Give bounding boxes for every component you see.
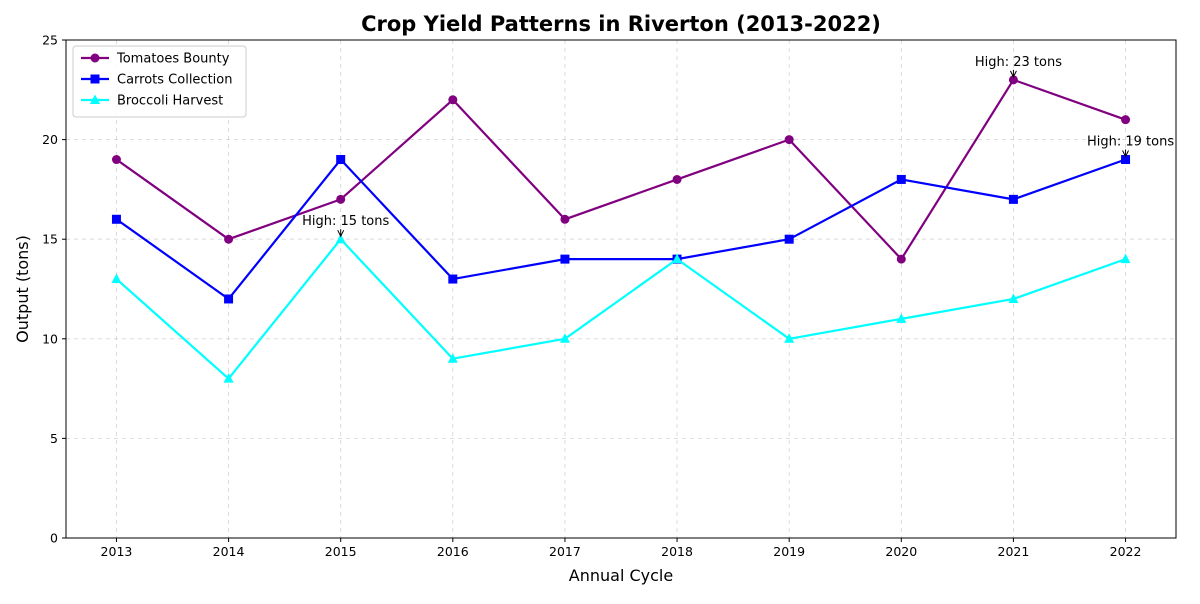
legend-label: Tomatoes Bounty: [116, 52, 230, 67]
x-tick-label: 2016: [437, 544, 469, 559]
data-point-broccoli-harvest: [447, 353, 458, 363]
data-point-broccoli-harvest: [1008, 293, 1019, 303]
y-axis-label: Output (tons): [13, 235, 32, 343]
data-point-broccoli-harvest: [111, 273, 122, 284]
series-line-carrots-collection: [115, 158, 1126, 301]
data-point-tomatoes-bounty: [224, 234, 234, 244]
data-point-tomatoes-bounty: [1008, 75, 1018, 85]
data-point-carrots-collection: [224, 294, 234, 304]
x-tick-label: 2013: [101, 544, 133, 559]
y-tick-label: 0: [50, 531, 58, 546]
x-tick-label: 2017: [549, 544, 581, 559]
data-point-broccoli-harvest: [896, 313, 907, 323]
data-point-carrots-collection: [111, 214, 121, 224]
chart-title: Crop Yield Patterns in Riverton (2013-20…: [361, 12, 881, 36]
x-tick-label: 2022: [1110, 544, 1142, 559]
series-broccoli-harvest: [111, 233, 1131, 383]
legend-marker: [90, 94, 100, 104]
data-point-broccoli-harvest: [672, 253, 683, 264]
annotation: High: 19 tons: [1087, 135, 1174, 158]
series-tomatoes-bounty: [111, 75, 1131, 264]
annotations: High: 23 tons High: 19 tons High: 15 tons: [302, 55, 1174, 238]
data-point-tomatoes-bounty: [111, 155, 121, 165]
data-point-broccoli-harvest: [335, 233, 346, 244]
annotation-label: High: 19 tons: [1087, 135, 1174, 150]
y-tick-label: 10: [42, 331, 58, 346]
data-point-carrots-collection: [448, 274, 458, 284]
series-line-broccoli-harvest: [115, 238, 1126, 380]
data-point-carrots-collection: [1008, 194, 1018, 204]
legend-label: Carrots Collection: [117, 73, 232, 88]
x-tick-label: 2021: [998, 544, 1030, 559]
data-point-broccoli-harvest: [784, 333, 795, 343]
legend-box: [72, 45, 247, 118]
plot-frame: [65, 39, 1177, 539]
y-tick-label: 20: [42, 132, 58, 147]
data-point-carrots-collection: [560, 254, 570, 264]
data-point-tomatoes-bounty: [896, 254, 906, 264]
y-tick-label: 15: [42, 232, 58, 247]
x-tick-label: 2019: [773, 544, 805, 559]
legend-item-carrots-collection[interactable]: Carrots Collection: [81, 73, 232, 88]
x-tick-label: 2020: [885, 544, 917, 559]
series-carrots-collection: [111, 155, 1131, 304]
data-point-carrots-collection: [896, 174, 906, 184]
legend-marker: [90, 74, 100, 84]
x-tick-label: 2014: [213, 544, 245, 559]
y-tick-label: 25: [42, 33, 58, 48]
x-axis-label: Annual Cycle: [569, 566, 673, 585]
data-point-broccoli-harvest: [223, 373, 234, 383]
data-point-tomatoes-bounty: [560, 214, 570, 224]
legend-item-tomatoes-bounty[interactable]: Tomatoes Bounty: [81, 52, 230, 67]
x-tick-label: 2015: [325, 544, 357, 559]
legend[interactable]: Tomatoes Bounty Carrots Collection Broccol…: [72, 45, 247, 118]
data-point-carrots-collection: [1121, 155, 1131, 165]
data-point-tomatoes-bounty: [336, 194, 346, 204]
data-point-carrots-collection: [784, 234, 794, 244]
data-point-broccoli-harvest: [559, 333, 570, 343]
annotation-label: High: 23 tons: [975, 55, 1062, 70]
data-point-tomatoes-bounty: [784, 135, 794, 145]
data-point-tomatoes-bounty: [1121, 115, 1131, 125]
legend-label: Broccoli Harvest: [117, 94, 223, 109]
legend-marker: [90, 53, 100, 63]
data-point-tomatoes-bounty: [448, 95, 458, 105]
series-layer: [111, 75, 1131, 383]
y-tick-label: 5: [50, 431, 58, 446]
legend-item-broccoli-harvest[interactable]: Broccoli Harvest: [81, 94, 223, 109]
annotation-label: High: 15 tons: [302, 214, 389, 229]
x-tick-label: 2018: [661, 544, 693, 559]
annotation: High: 23 tons: [975, 55, 1062, 78]
data-point-carrots-collection: [336, 155, 346, 165]
data-point-tomatoes-bounty: [672, 174, 682, 184]
ticks: 2013 2014 2015 2016 2017 2018 2019 2020 2021 2022…: [42, 33, 1141, 560]
series-line-tomatoes-bounty: [115, 78, 1126, 261]
data-point-broccoli-harvest: [1120, 253, 1131, 264]
annotation: High: 15 tons: [302, 214, 389, 238]
